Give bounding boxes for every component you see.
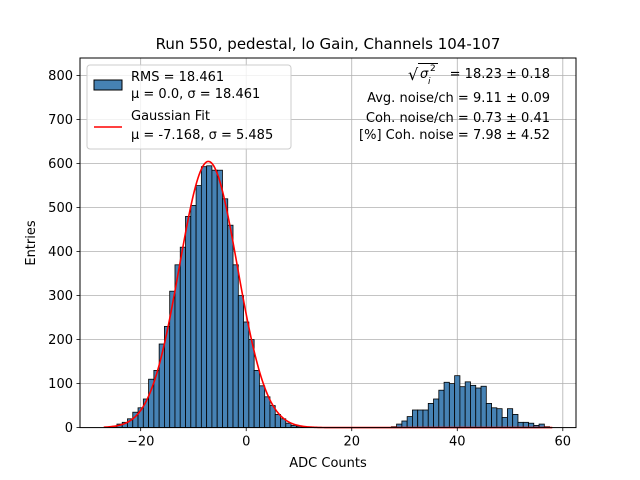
legend-histogram-label: RMS = 18.461 bbox=[131, 70, 224, 85]
sigma-superscript: 2 bbox=[430, 64, 436, 74]
histogram-bar bbox=[470, 384, 477, 428]
y-tick-label: 400 bbox=[48, 245, 73, 260]
histogram-bar bbox=[464, 381, 471, 428]
annotation-coh-noise: Coh. noise/ch = 0.73 ± 0.41 bbox=[366, 111, 550, 126]
legend-box bbox=[86, 64, 292, 150]
x-tick-label: −20 bbox=[127, 435, 154, 450]
histogram-bars bbox=[111, 165, 551, 429]
annotation-sqrt-sigma: √ σ i 2 = 18.23 ± 0.18 bbox=[408, 63, 550, 87]
annotation-avg-noise: Avg. noise/ch = 9.11 ± 0.09 bbox=[367, 91, 550, 106]
histogram-bar bbox=[448, 383, 456, 429]
annotation-sqrt-value: = 18.23 ± 0.18 bbox=[450, 67, 550, 82]
histogram-bar bbox=[264, 396, 271, 428]
x-axis: −20 0 20 40 60 bbox=[127, 427, 572, 450]
histogram-bar bbox=[206, 165, 213, 428]
legend-fit-label: Gaussian Fit bbox=[131, 109, 210, 124]
histogram-bar bbox=[485, 402, 492, 428]
x-tick-label: 0 bbox=[242, 435, 250, 450]
y-tick-label: 300 bbox=[48, 289, 73, 304]
histogram-bar bbox=[259, 385, 266, 428]
histogram-bar bbox=[475, 387, 482, 428]
y-tick-label: 800 bbox=[48, 69, 73, 84]
y-tick-label: 200 bbox=[48, 333, 73, 348]
histogram-bar bbox=[222, 198, 229, 429]
grid bbox=[80, 58, 576, 429]
y-tick-label: 500 bbox=[48, 201, 73, 216]
histogram-bar bbox=[216, 169, 223, 428]
histogram-bar bbox=[211, 169, 218, 428]
histogram-bar bbox=[248, 339, 255, 429]
annotation-coh-noise-percent: [%] Coh. noise = 7.98 ± 4.52 bbox=[359, 128, 550, 143]
histogram-bar bbox=[454, 375, 461, 428]
histogram-bar bbox=[433, 398, 440, 429]
y-tick-label: 0 bbox=[65, 421, 73, 436]
legend-fit-stats: μ = -7.168, σ = 5.485 bbox=[131, 128, 273, 143]
sqrt-symbol: √ bbox=[408, 65, 419, 84]
histogram-bar bbox=[232, 264, 239, 428]
histogram-bar bbox=[438, 389, 445, 429]
histogram-bar bbox=[417, 409, 424, 429]
y-axis: 0 100 200 300 400 500 600 700 800 bbox=[48, 69, 80, 436]
x-axis-label: ADC Counts bbox=[289, 456, 367, 471]
histogram-bar bbox=[427, 402, 434, 428]
histogram-bar bbox=[253, 369, 260, 428]
histogram-bar bbox=[443, 381, 450, 428]
histogram-bar bbox=[459, 386, 466, 428]
histogram-bar bbox=[480, 385, 487, 428]
y-tick-label: 700 bbox=[48, 113, 73, 128]
histogram-bar bbox=[185, 215, 192, 428]
histogram-bar bbox=[422, 409, 429, 429]
histogram-bar bbox=[274, 413, 281, 428]
plot-frame bbox=[79, 57, 577, 429]
histogram-bar bbox=[406, 416, 413, 429]
y-tick-label: 100 bbox=[48, 377, 73, 392]
histogram-bar bbox=[512, 413, 519, 428]
x-tick-label: 20 bbox=[343, 435, 360, 450]
histogram-bar bbox=[190, 204, 197, 428]
histogram-bar bbox=[507, 408, 514, 428]
histogram-bar bbox=[285, 422, 292, 429]
sigma-subscript: i bbox=[428, 77, 431, 87]
histogram-bar bbox=[412, 409, 419, 429]
histogram-bar bbox=[491, 407, 498, 428]
noise-annotations: √ σ i 2 = 18.23 ± 0.18 Avg. noise/ch = 9… bbox=[359, 63, 550, 143]
chart-title: Run 550, pedestal, lo Gain, Channels 104… bbox=[156, 35, 501, 53]
histogram-bar bbox=[179, 246, 186, 428]
y-axis-label: Entries bbox=[24, 220, 39, 266]
y-tick-label: 600 bbox=[48, 157, 73, 172]
histogram-bar bbox=[227, 224, 234, 428]
x-tick-label: 40 bbox=[449, 435, 466, 450]
legend: RMS = 18.461 μ = 0.0, σ = 18.461 Gaussia… bbox=[86, 64, 292, 150]
histogram-bar bbox=[496, 408, 503, 428]
legend-histogram-swatch bbox=[93, 79, 123, 91]
histogram-bar bbox=[243, 321, 250, 428]
sigma-symbol: σ bbox=[420, 67, 429, 82]
histogram-bar bbox=[200, 166, 208, 429]
histogram-bar bbox=[195, 185, 202, 429]
histogram-bar bbox=[237, 295, 244, 429]
x-tick-label: 60 bbox=[555, 435, 572, 450]
histogram-bar bbox=[401, 420, 408, 428]
histogram-bar bbox=[501, 417, 508, 429]
legend-histogram-stats: μ = 0.0, σ = 18.461 bbox=[131, 87, 260, 102]
